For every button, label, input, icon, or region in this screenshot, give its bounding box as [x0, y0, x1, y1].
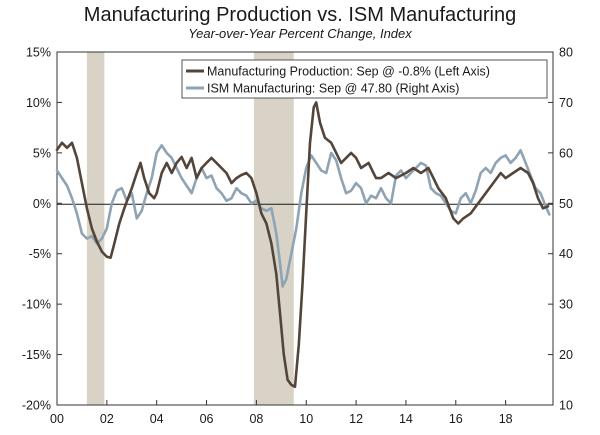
right-tick-label: 50	[559, 197, 573, 211]
tick-marks	[56, 51, 553, 406]
chart-subtitle: Year-over-Year Percent Change, Index	[188, 26, 412, 41]
left-tick-label: 5%	[33, 146, 51, 160]
left-tick-label: 15%	[26, 46, 51, 60]
chart-title: Manufacturing Production vs. ISM Manufac…	[83, 4, 517, 26]
recession-shading	[86, 52, 294, 405]
left-tick-label: 10%	[26, 96, 51, 110]
right-tick-label: 30	[559, 298, 573, 312]
x-tick-label: 14	[399, 412, 413, 426]
right-tick-label: 60	[559, 146, 573, 160]
left-axis-labels: 15% 10% 5% 0% -5% -10% -15% -20%	[22, 46, 51, 413]
legend: Manufacturing Production: Sep @ -0.8% (L…	[181, 59, 548, 99]
x-tick-label: 18	[499, 412, 513, 426]
x-tick-label: 04	[150, 412, 164, 426]
left-tick-label: -15%	[22, 348, 51, 362]
x-tick-label: 06	[200, 412, 214, 426]
left-tick-label: 0%	[33, 197, 51, 211]
left-tick-label: -5%	[29, 247, 51, 261]
x-tick-label: 16	[449, 412, 463, 426]
x-axis-labels: 00 02 04 06 08 10 12 14 16 18	[50, 412, 513, 426]
left-tick-label: -10%	[22, 298, 51, 312]
right-tick-label: 80	[559, 46, 573, 60]
right-tick-label: 20	[559, 348, 573, 362]
x-tick-label: 12	[349, 412, 363, 426]
x-tick-label: 00	[50, 412, 64, 426]
recession-band-1	[86, 52, 105, 405]
x-tick-label: 10	[299, 412, 313, 426]
left-tick-label: -20%	[22, 399, 51, 413]
right-axis-labels: 80 70 60 50 40 30 20 10	[559, 46, 573, 413]
legend-label-ism: ISM Manufacturing: Sep @ 47.80 (Right Ax…	[207, 82, 459, 96]
x-tick-label: 08	[249, 412, 263, 426]
right-tick-label: 10	[559, 399, 573, 413]
legend-label-production: Manufacturing Production: Sep @ -0.8% (L…	[207, 65, 490, 79]
plot-frame	[56, 51, 554, 406]
x-tick-label: 02	[100, 412, 114, 426]
right-tick-label: 40	[559, 247, 573, 261]
series-lines	[55, 101, 551, 389]
recession-band-2	[253, 52, 294, 405]
series-line-manufacturing-production	[55, 101, 550, 389]
legend-box	[181, 59, 548, 99]
series-line-ism-manufacturing	[55, 144, 551, 288]
right-tick-label: 70	[559, 96, 573, 110]
